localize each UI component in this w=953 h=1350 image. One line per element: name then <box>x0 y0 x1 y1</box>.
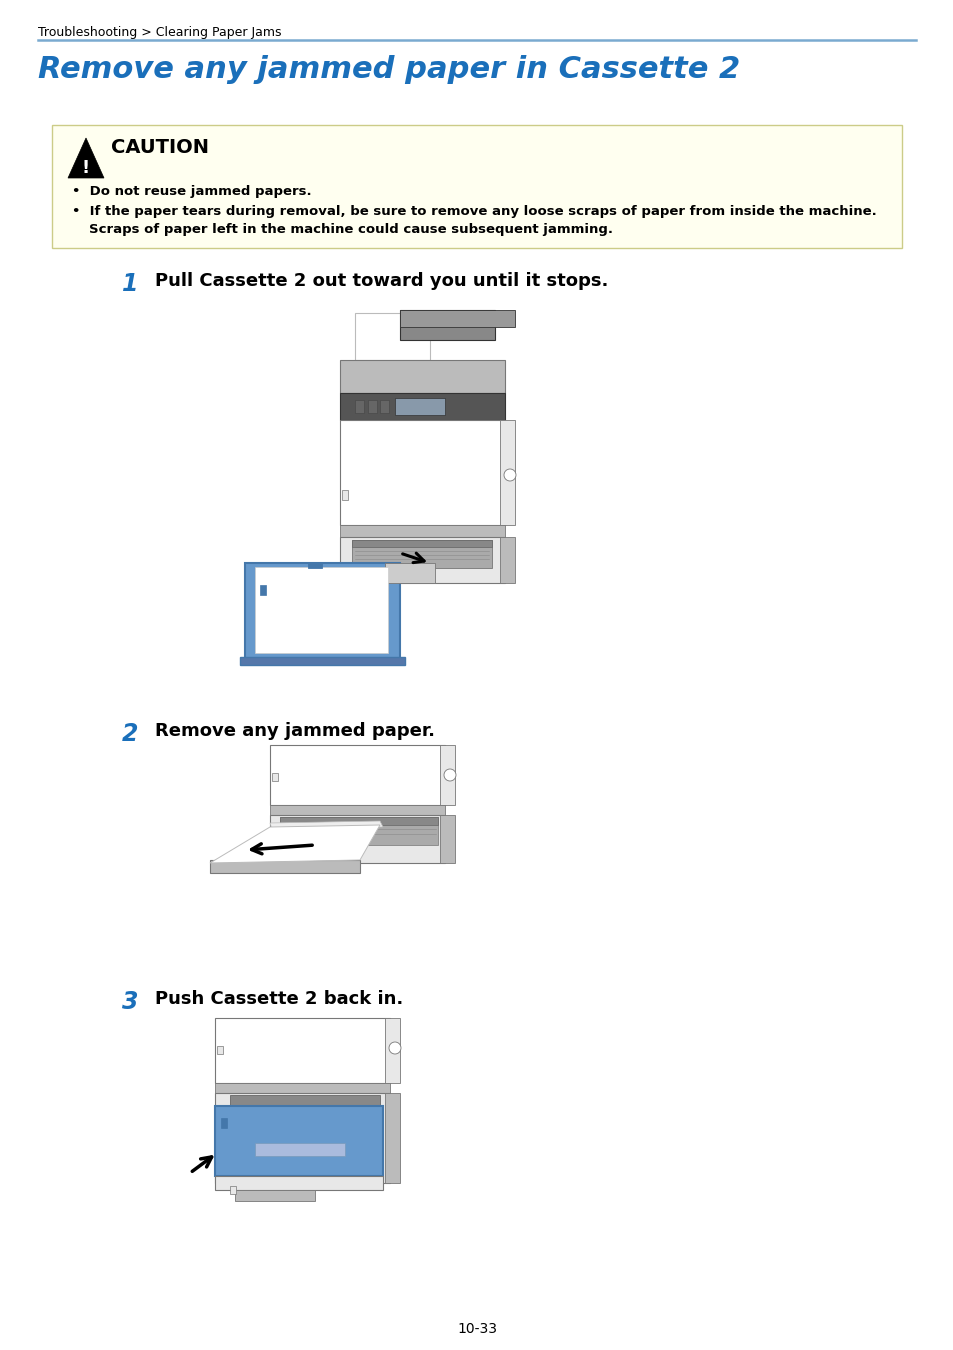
Polygon shape <box>385 1018 399 1083</box>
Text: Remove any jammed paper.: Remove any jammed paper. <box>154 722 435 740</box>
Polygon shape <box>339 360 504 393</box>
Text: 2: 2 <box>122 722 138 747</box>
FancyBboxPatch shape <box>52 126 901 248</box>
Polygon shape <box>355 400 364 413</box>
Polygon shape <box>210 860 359 873</box>
Circle shape <box>443 769 456 782</box>
Polygon shape <box>439 815 455 863</box>
Polygon shape <box>339 420 504 525</box>
Polygon shape <box>214 1106 382 1176</box>
Polygon shape <box>341 490 348 500</box>
Text: Scraps of paper left in the machine could cause subsequent jamming.: Scraps of paper left in the machine coul… <box>89 223 613 236</box>
Polygon shape <box>379 400 389 413</box>
Polygon shape <box>272 774 277 782</box>
Polygon shape <box>221 1118 227 1129</box>
Polygon shape <box>385 1094 399 1183</box>
Polygon shape <box>230 1187 235 1193</box>
Text: •  Do not reuse jammed papers.: • Do not reuse jammed papers. <box>71 185 312 198</box>
Circle shape <box>503 468 516 481</box>
Polygon shape <box>352 540 492 568</box>
Polygon shape <box>214 1083 390 1094</box>
Text: 3: 3 <box>122 990 138 1014</box>
Polygon shape <box>339 537 504 583</box>
Polygon shape <box>245 563 399 660</box>
Polygon shape <box>234 1189 314 1202</box>
Polygon shape <box>260 585 266 595</box>
Polygon shape <box>280 817 437 845</box>
Polygon shape <box>308 563 322 568</box>
Polygon shape <box>270 805 444 815</box>
Circle shape <box>389 1042 400 1054</box>
Polygon shape <box>270 815 444 863</box>
Polygon shape <box>240 657 405 666</box>
Polygon shape <box>270 821 382 829</box>
Polygon shape <box>280 817 437 825</box>
Polygon shape <box>399 310 495 340</box>
Polygon shape <box>339 525 504 537</box>
Polygon shape <box>214 1094 390 1183</box>
Polygon shape <box>499 420 515 525</box>
Polygon shape <box>352 540 492 547</box>
Polygon shape <box>210 825 379 863</box>
Polygon shape <box>270 745 444 805</box>
Polygon shape <box>439 745 455 805</box>
Polygon shape <box>399 310 515 327</box>
Text: 1: 1 <box>122 271 138 296</box>
Text: Remove any jammed paper in Cassette 2: Remove any jammed paper in Cassette 2 <box>38 55 740 84</box>
Text: •  If the paper tears during removal, be sure to remove any loose scraps of pape: • If the paper tears during removal, be … <box>71 205 876 217</box>
Polygon shape <box>216 1046 223 1054</box>
Polygon shape <box>254 567 388 653</box>
Polygon shape <box>230 1095 379 1106</box>
Polygon shape <box>214 1018 390 1083</box>
Polygon shape <box>254 1143 345 1156</box>
Text: !: ! <box>82 159 90 177</box>
Polygon shape <box>355 313 430 360</box>
Polygon shape <box>214 1176 382 1189</box>
Polygon shape <box>385 563 435 583</box>
Polygon shape <box>395 398 444 414</box>
Text: Troubleshooting > Clearing Paper Jams: Troubleshooting > Clearing Paper Jams <box>38 26 281 39</box>
Polygon shape <box>499 537 515 583</box>
Text: 10-33: 10-33 <box>456 1322 497 1336</box>
Polygon shape <box>339 393 504 420</box>
Polygon shape <box>368 400 376 413</box>
Polygon shape <box>68 138 104 178</box>
Text: Push Cassette 2 back in.: Push Cassette 2 back in. <box>154 990 403 1008</box>
Text: CAUTION: CAUTION <box>111 138 209 157</box>
Text: Pull Cassette 2 out toward you until it stops.: Pull Cassette 2 out toward you until it … <box>154 271 608 290</box>
